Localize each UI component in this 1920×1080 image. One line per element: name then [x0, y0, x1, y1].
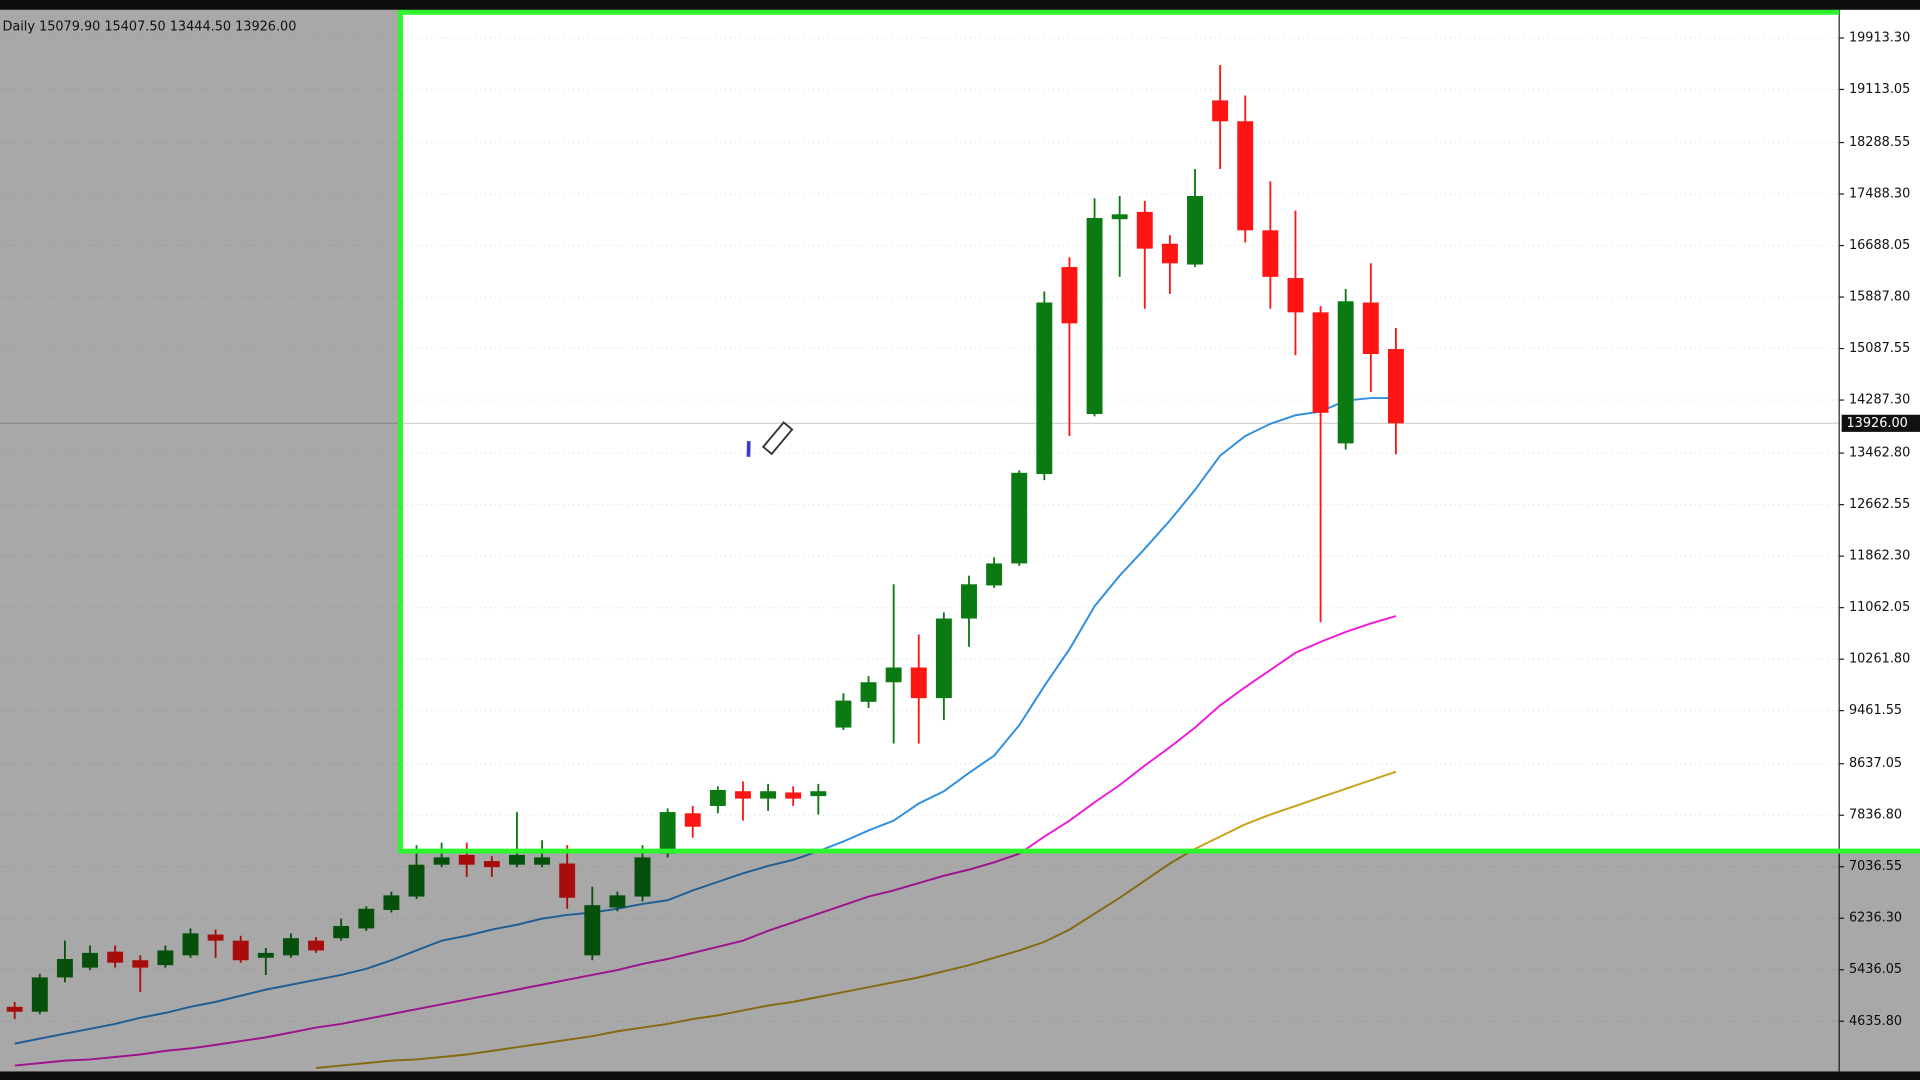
candle-body — [1337, 301, 1354, 444]
candle-body — [986, 563, 1003, 586]
y-tick-label: 18288.55 — [1849, 135, 1910, 150]
candle-body — [282, 938, 299, 956]
candle-body — [1287, 278, 1304, 313]
bottom-bar — [0, 1071, 1920, 1080]
dim-bottom — [400, 851, 1920, 1072]
y-tick-label: 11862.30 — [1849, 549, 1910, 564]
candle-body — [760, 791, 777, 799]
y-tick-label: 16688.05 — [1849, 238, 1910, 253]
candle-body — [885, 667, 902, 683]
y-tick-label: 14287.30 — [1849, 393, 1910, 408]
candle-body — [1086, 218, 1103, 414]
candle-body — [6, 1006, 23, 1012]
candle-body — [207, 934, 224, 941]
y-tick-label: 19913.30 — [1849, 30, 1910, 45]
candle-body — [1161, 243, 1178, 264]
candle-body — [910, 667, 927, 699]
candle-body — [785, 792, 802, 799]
candle-body — [810, 791, 827, 797]
dim-left — [0, 9, 401, 1072]
y-tick-label: 19113.05 — [1849, 82, 1910, 97]
candle-body — [1362, 302, 1379, 354]
candle-body — [634, 857, 651, 897]
candle-body — [458, 854, 475, 865]
moving-average-line — [14, 397, 1396, 1045]
price-tag-label: 13926.00 — [1847, 416, 1908, 431]
candle-body — [1237, 121, 1254, 231]
candle-body — [684, 813, 701, 827]
candle-body — [835, 700, 852, 728]
candle-body — [709, 789, 726, 806]
candle-body — [735, 791, 751, 799]
candle-body — [860, 682, 877, 702]
candle-body — [935, 618, 952, 699]
y-tick-label: 12662.55 — [1849, 497, 1910, 512]
candle-body — [659, 812, 676, 854]
candle-body — [1036, 302, 1053, 475]
price-tag-layer: 13926.00 — [1841, 414, 1920, 432]
candle-body — [232, 940, 249, 961]
candle-body — [961, 584, 977, 619]
axis-layer: 19913.30 19113.05 18288.55 17488.30 16688.05… — [1838, 9, 1910, 1072]
candle-body — [56, 959, 73, 978]
price-tag — [1841, 414, 1920, 432]
candle-body — [182, 933, 199, 956]
candle-body — [257, 952, 274, 958]
candle-body — [609, 895, 626, 908]
candle-body — [383, 895, 400, 911]
selection-border — [397, 9, 1840, 853]
y-tick-label: 15887.80 — [1849, 290, 1910, 305]
ma-layer — [14, 397, 1397, 1069]
moving-average-line — [14, 615, 1397, 1067]
y-tick-label: 8637.05 — [1849, 756, 1902, 771]
candle-body — [132, 960, 149, 968]
y-tick-label: 5436.05 — [1849, 962, 1902, 977]
candle-body — [1212, 100, 1229, 122]
top-bar — [0, 0, 1920, 10]
candle-body — [107, 951, 124, 963]
candle-body — [1011, 472, 1028, 564]
y-tick-label: 6236.30 — [1849, 911, 1902, 926]
y-tick-label: 17488.30 — [1849, 187, 1910, 202]
y-tick-label: 4635.80 — [1849, 1014, 1902, 1029]
candle-body — [1387, 349, 1404, 424]
cursor-icon — [746, 421, 794, 457]
candle-body — [31, 977, 48, 1012]
candle-body — [1262, 230, 1279, 277]
y-tick-label: 15087.55 — [1849, 341, 1910, 356]
cursor-body — [761, 421, 794, 456]
candle-body — [584, 905, 601, 956]
y-tick-label: 7836.80 — [1849, 808, 1902, 823]
candle-body — [483, 861, 500, 868]
candle-body — [82, 952, 98, 968]
candle-body — [333, 925, 350, 939]
candle-body — [433, 857, 450, 865]
candle-body — [1111, 214, 1128, 220]
y-tick-label: 13462.80 — [1849, 446, 1910, 461]
moving-average-line — [315, 770, 1397, 1069]
candle-body — [1312, 312, 1329, 413]
candle-body — [508, 854, 525, 865]
candle-body — [408, 864, 425, 897]
candle-body — [157, 950, 174, 966]
y-tick-label: 7036.55 — [1849, 859, 1902, 874]
candle-body — [559, 863, 576, 898]
grid-layer — [0, 37, 1840, 1022]
y-tick-label: 9461.55 — [1849, 703, 1902, 718]
candle-body — [534, 857, 551, 865]
candle-body — [1187, 195, 1203, 265]
candle-body — [308, 940, 325, 951]
candle-body — [1061, 267, 1078, 324]
candle-layer — [6, 64, 1404, 1020]
candle-body — [1136, 211, 1153, 249]
selection-overlay — [0, 9, 1920, 1072]
y-tick-label: 11062.05 — [1849, 600, 1910, 615]
y-tick-label: 10261.80 — [1849, 652, 1910, 667]
candle-body — [358, 908, 375, 929]
cursor-tip — [746, 441, 751, 457]
chart-header: Daily 15079.90 15407.50 13444.50 13926.0… — [2, 19, 296, 34]
